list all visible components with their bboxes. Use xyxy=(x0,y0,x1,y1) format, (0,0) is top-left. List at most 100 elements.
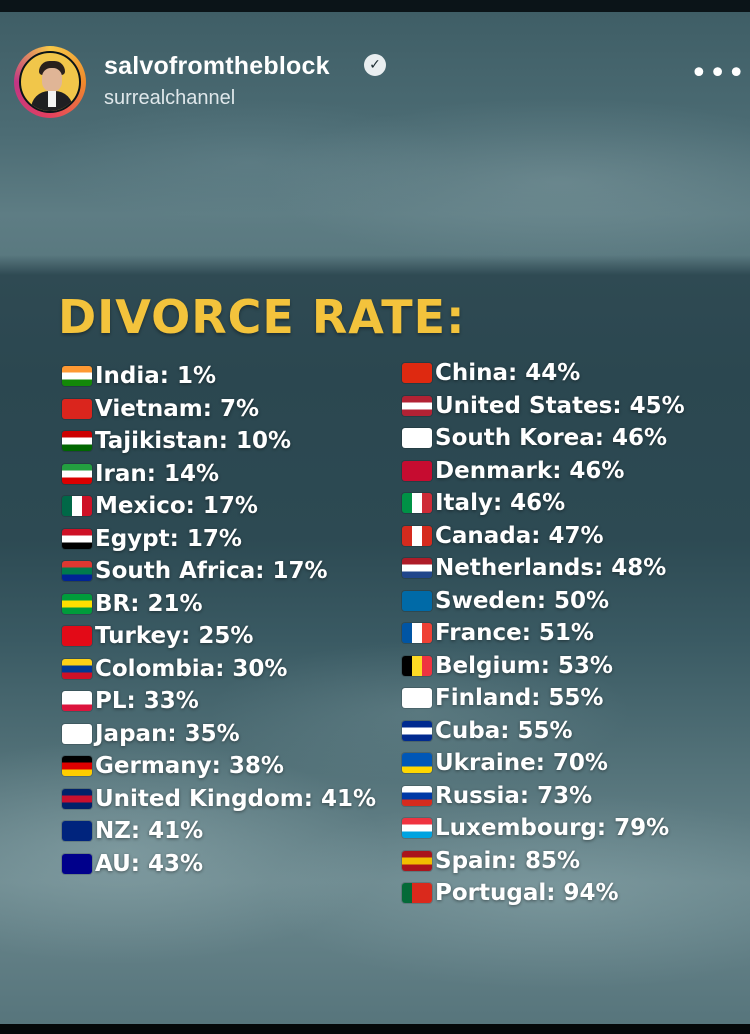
country-list-right: China: 44% United States: 45% South Korea:… xyxy=(402,357,685,910)
list-item: Canada: 47% xyxy=(402,520,685,553)
avatar[interactable] xyxy=(19,51,81,113)
egypt-flag-icon xyxy=(62,528,92,549)
country-rate-label: United States: 45% xyxy=(435,392,685,419)
list-item: Tajikistan: 10% xyxy=(62,425,376,458)
list-item: Cuba: 55% xyxy=(402,715,685,748)
india-flag-icon xyxy=(62,366,92,387)
country-rate-label: Ukraine: 70% xyxy=(435,750,608,777)
list-item: Sweden: 50% xyxy=(402,585,685,618)
list-item: Belgium: 53% xyxy=(402,650,685,683)
list-item: Germany: 38% xyxy=(62,750,376,783)
country-rate-label: Sweden: 50% xyxy=(435,587,610,614)
list-item: Iran: 14% xyxy=(62,458,376,491)
country-rate-label: Turkey: 25% xyxy=(95,623,254,650)
country-rate-label: Cuba: 55% xyxy=(435,717,573,744)
netherlands-flag-icon xyxy=(402,558,432,579)
russia-flag-icon xyxy=(402,785,432,806)
ocean-mist-background xyxy=(0,592,750,1024)
country-rate-label: Denmark: 46% xyxy=(435,457,625,484)
country-rate-label: Luxembourg: 79% xyxy=(435,815,670,842)
list-item: Italy: 46% xyxy=(402,487,685,520)
list-item: AU: 43% xyxy=(62,848,376,881)
list-item: BR: 21% xyxy=(62,588,376,621)
brazil-flag-icon xyxy=(62,593,92,614)
belgium-flag-icon xyxy=(402,655,432,676)
list-item: Egypt: 17% xyxy=(62,523,376,556)
username[interactable]: salvofromtheblock xyxy=(104,52,330,80)
list-item: Portugal: 94% xyxy=(402,877,685,910)
list-item: Turkey: 25% xyxy=(62,620,376,653)
list-item: PL: 33% xyxy=(62,685,376,718)
list-item: Netherlands: 48% xyxy=(402,552,685,585)
country-rate-label: Japan: 35% xyxy=(95,720,240,747)
country-list-left: India: 1% Vietnam: 7% Tajikistan: 10% Iran:… xyxy=(62,360,376,880)
denmark-flag-icon xyxy=(402,460,432,481)
country-rate-label: Colombia: 30% xyxy=(95,655,288,682)
list-item: United Kingdom: 41% xyxy=(62,783,376,816)
country-rate-label: NZ: 41% xyxy=(95,818,204,845)
south-africa-flag-icon xyxy=(62,561,92,582)
bottom-bar xyxy=(0,1024,750,1034)
list-item: NZ: 41% xyxy=(62,815,376,848)
country-rate-label: AU: 43% xyxy=(95,850,204,877)
country-rate-label: Vietnam: 7% xyxy=(95,395,259,422)
list-item: Denmark: 46% xyxy=(402,455,685,488)
vietnam-flag-icon xyxy=(62,398,92,419)
post-image: salvofromtheblock ✓ surrealchannel ••• D… xyxy=(0,12,750,1024)
country-rate-label: Italy: 46% xyxy=(435,490,566,517)
country-rate-label: China: 44% xyxy=(435,360,581,387)
more-options-icon[interactable]: ••• xyxy=(690,56,747,91)
list-item: Vietnam: 7% xyxy=(62,393,376,426)
avatar-shirt xyxy=(48,91,56,107)
list-item: India: 1% xyxy=(62,360,376,393)
united-states-flag-icon xyxy=(402,395,432,416)
post-header: salvofromtheblock ✓ surrealchannel ••• xyxy=(0,30,750,120)
country-rate-label: Canada: 47% xyxy=(435,522,604,549)
turkey-flag-icon xyxy=(62,626,92,647)
country-rate-label: Belgium: 53% xyxy=(435,652,613,679)
united-kingdom-flag-icon xyxy=(62,788,92,809)
story-ring[interactable] xyxy=(14,46,86,118)
list-item: Finland: 55% xyxy=(402,682,685,715)
list-item: South Africa: 17% xyxy=(62,555,376,588)
mexico-flag-icon xyxy=(62,496,92,517)
country-rate-label: Iran: 14% xyxy=(95,460,220,487)
australia-flag-icon xyxy=(62,853,92,874)
country-rate-label: Netherlands: 48% xyxy=(435,555,667,582)
finland-flag-icon xyxy=(402,688,432,709)
country-rate-label: India: 1% xyxy=(95,363,217,390)
china-flag-icon xyxy=(402,363,432,384)
country-rate-label: Russia: 73% xyxy=(435,782,593,809)
list-item: Spain: 85% xyxy=(402,845,685,878)
country-rate-label: Spain: 85% xyxy=(435,847,581,874)
list-item: Colombia: 30% xyxy=(62,653,376,686)
colombia-flag-icon xyxy=(62,658,92,679)
audio-label[interactable]: surrealchannel xyxy=(104,87,236,109)
italy-flag-icon xyxy=(402,493,432,514)
verified-badge-icon: ✓ xyxy=(364,54,386,76)
country-rate-label: South Korea: 46% xyxy=(435,425,668,452)
country-rate-label: Egypt: 17% xyxy=(95,525,242,552)
avatar-face xyxy=(42,68,62,92)
cuba-flag-icon xyxy=(402,720,432,741)
country-rate-label: Germany: 38% xyxy=(95,753,284,780)
country-rate-label: Tajikistan: 10% xyxy=(95,428,292,455)
list-item: Japan: 35% xyxy=(62,718,376,751)
luxembourg-flag-icon xyxy=(402,818,432,839)
country-rate-label: Finland: 55% xyxy=(435,685,604,712)
page-title: DIVORCE RATE: xyxy=(58,290,466,344)
sweden-flag-icon xyxy=(402,590,432,611)
new-zealand-flag-icon xyxy=(62,821,92,842)
list-item: Russia: 73% xyxy=(402,780,685,813)
spain-flag-icon xyxy=(402,850,432,871)
list-item: Luxembourg: 79% xyxy=(402,812,685,845)
iran-flag-icon xyxy=(62,463,92,484)
tajikistan-flag-icon xyxy=(62,431,92,452)
list-item: Ukraine: 70% xyxy=(402,747,685,780)
country-rate-label: Mexico: 17% xyxy=(95,493,258,520)
country-rate-label: BR: 21% xyxy=(95,590,203,617)
country-rate-label: PL: 33% xyxy=(95,688,199,715)
germany-flag-icon xyxy=(62,756,92,777)
south-korea-flag-icon xyxy=(402,428,432,449)
list-item: United States: 45% xyxy=(402,390,685,423)
